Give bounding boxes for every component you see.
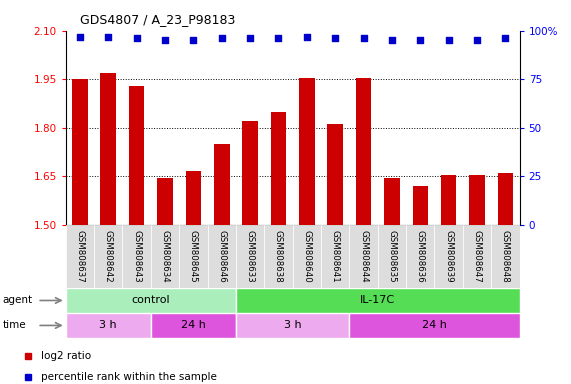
Text: 24 h: 24 h: [422, 320, 447, 331]
Point: [75, 33, 85, 40]
Bar: [412, 186, 428, 225]
Point: [302, 33, 311, 40]
Point: [472, 37, 481, 43]
Text: GSM808638: GSM808638: [274, 230, 283, 283]
Text: IL-17C: IL-17C: [360, 295, 395, 306]
Bar: [469, 175, 485, 225]
Text: 3 h: 3 h: [284, 320, 301, 331]
Text: GSM808636: GSM808636: [416, 230, 425, 283]
FancyBboxPatch shape: [66, 313, 151, 338]
FancyBboxPatch shape: [491, 225, 520, 288]
Text: GSM808642: GSM808642: [104, 230, 112, 283]
FancyBboxPatch shape: [66, 288, 236, 313]
Text: GSM808633: GSM808633: [246, 230, 255, 283]
Point: [359, 35, 368, 41]
FancyBboxPatch shape: [349, 225, 378, 288]
Bar: [157, 178, 173, 225]
FancyBboxPatch shape: [236, 313, 349, 338]
Text: GSM808639: GSM808639: [444, 230, 453, 282]
Text: GSM808640: GSM808640: [302, 230, 311, 283]
Point: [416, 37, 425, 43]
Text: GSM808644: GSM808644: [359, 230, 368, 283]
Point: [160, 37, 170, 43]
Text: control: control: [131, 295, 170, 306]
Text: GSM808634: GSM808634: [160, 230, 170, 283]
FancyBboxPatch shape: [94, 225, 122, 288]
FancyBboxPatch shape: [151, 313, 236, 338]
Text: log2 ratio: log2 ratio: [41, 351, 91, 361]
Bar: [327, 124, 343, 225]
Bar: [356, 78, 371, 225]
FancyBboxPatch shape: [236, 288, 520, 313]
FancyBboxPatch shape: [349, 313, 520, 338]
FancyBboxPatch shape: [378, 225, 406, 288]
Point: [274, 35, 283, 41]
Text: GSM808648: GSM808648: [501, 230, 510, 283]
FancyBboxPatch shape: [321, 225, 349, 288]
Point: [189, 37, 198, 43]
FancyBboxPatch shape: [293, 225, 321, 288]
FancyBboxPatch shape: [151, 225, 179, 288]
Text: 3 h: 3 h: [99, 320, 117, 331]
Bar: [186, 171, 201, 225]
Text: agent: agent: [3, 295, 33, 305]
Text: GSM808641: GSM808641: [331, 230, 340, 283]
FancyBboxPatch shape: [66, 225, 94, 288]
Point: [387, 37, 396, 43]
Point: [444, 37, 453, 43]
Text: GSM808635: GSM808635: [388, 230, 396, 283]
Text: GSM808647: GSM808647: [473, 230, 481, 283]
Bar: [129, 86, 144, 225]
FancyBboxPatch shape: [207, 225, 236, 288]
FancyBboxPatch shape: [463, 225, 491, 288]
Point: [246, 35, 255, 41]
Bar: [242, 121, 258, 225]
Text: GSM808637: GSM808637: [75, 230, 85, 283]
Bar: [100, 73, 116, 225]
Point: [104, 33, 113, 40]
FancyBboxPatch shape: [264, 225, 293, 288]
FancyBboxPatch shape: [179, 225, 207, 288]
Point: [501, 35, 510, 41]
FancyBboxPatch shape: [406, 225, 435, 288]
Bar: [299, 78, 315, 225]
Bar: [214, 144, 230, 225]
Text: GSM808645: GSM808645: [189, 230, 198, 283]
Text: percentile rank within the sample: percentile rank within the sample: [41, 372, 217, 382]
FancyBboxPatch shape: [236, 225, 264, 288]
Point: [217, 35, 226, 41]
Bar: [441, 175, 456, 225]
Point: [331, 35, 340, 41]
Text: GSM808643: GSM808643: [132, 230, 141, 283]
FancyBboxPatch shape: [122, 225, 151, 288]
Point: [132, 35, 141, 41]
Text: time: time: [3, 320, 26, 330]
Text: GSM808646: GSM808646: [217, 230, 226, 283]
Bar: [384, 178, 400, 225]
Bar: [271, 111, 286, 225]
Text: GDS4807 / A_23_P98183: GDS4807 / A_23_P98183: [80, 13, 235, 26]
Bar: [72, 79, 88, 225]
FancyBboxPatch shape: [435, 225, 463, 288]
Bar: [497, 173, 513, 225]
Text: 24 h: 24 h: [181, 320, 206, 331]
